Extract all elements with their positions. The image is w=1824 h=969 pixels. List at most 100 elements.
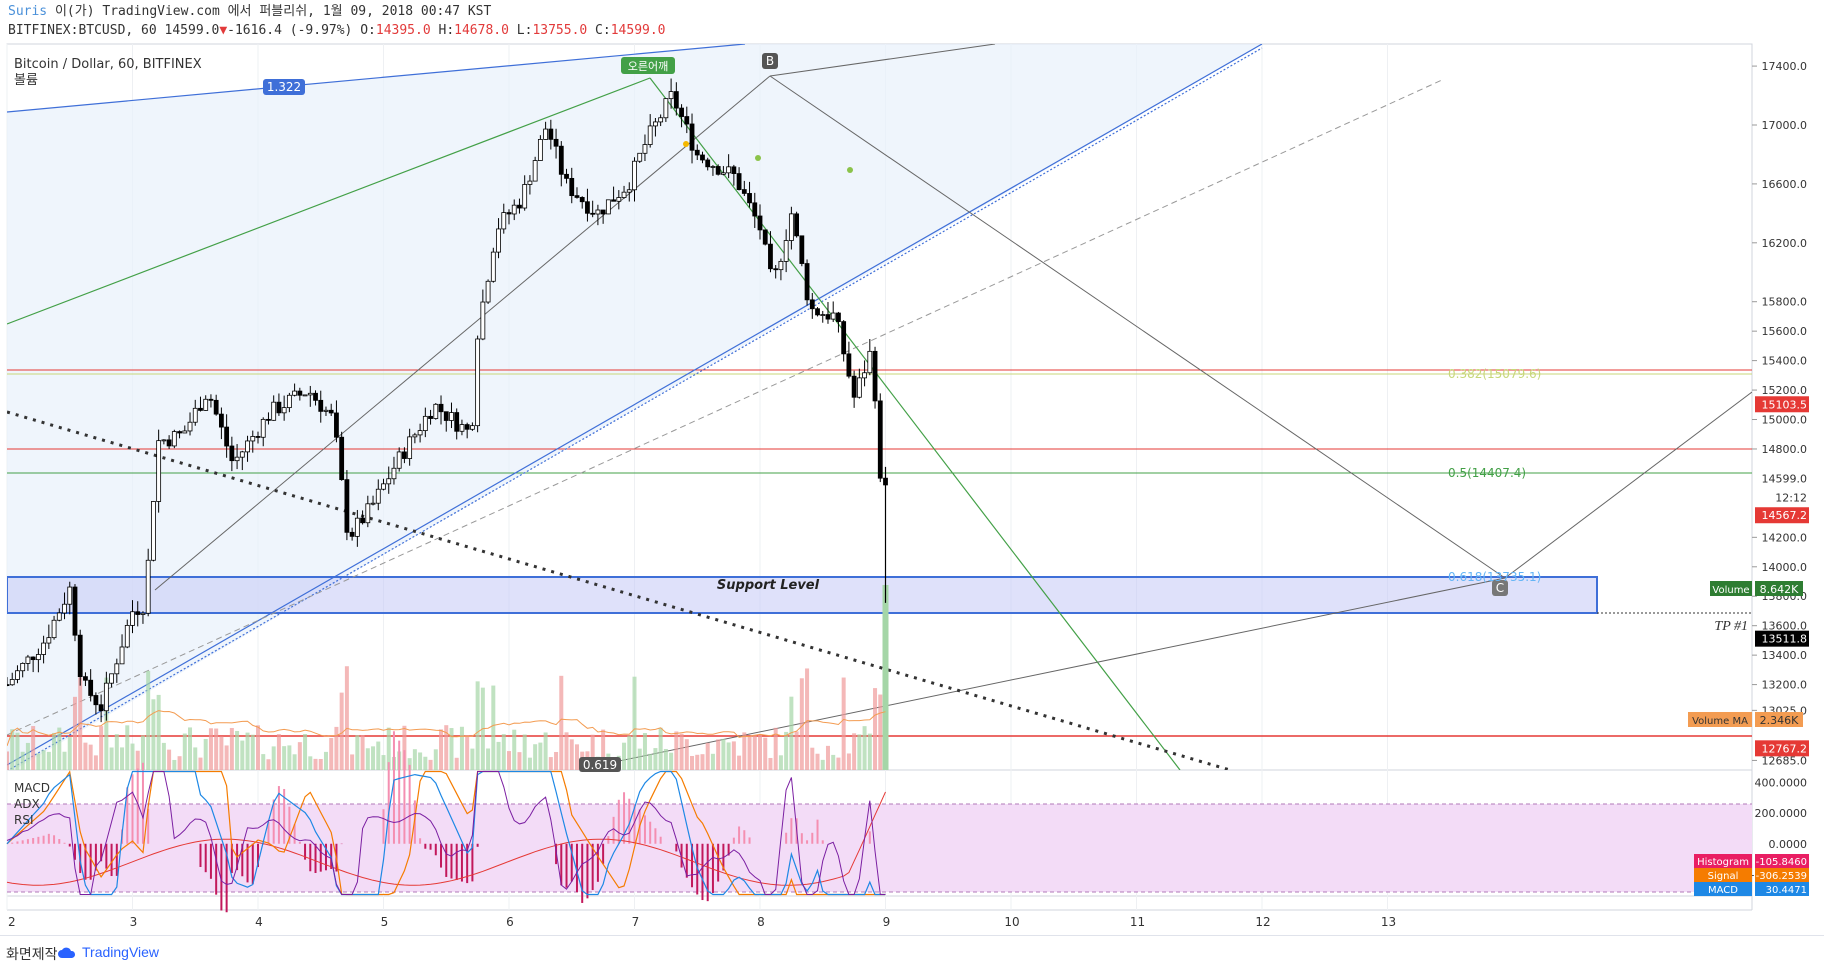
- volume-bar: [726, 742, 731, 770]
- candle-down: [600, 209, 606, 215]
- volume-bar: [632, 676, 637, 770]
- candle-up: [496, 228, 501, 253]
- candle-down: [564, 173, 569, 179]
- candle-down: [297, 390, 303, 396]
- volume-bar: [622, 742, 627, 770]
- volume-bar: [15, 732, 20, 770]
- volume-bar: [684, 739, 689, 770]
- macd-histogram: [11, 731, 871, 913]
- candle-up: [490, 251, 496, 282]
- candle-up: [67, 586, 73, 605]
- candle-up: [286, 394, 292, 409]
- candle-up: [726, 166, 732, 174]
- candle-down: [574, 195, 580, 198]
- time-tick-12: 12: [1255, 915, 1270, 929]
- candle-down: [443, 411, 449, 421]
- rising-shoulder-tag: [621, 57, 675, 74]
- volume-bar: [501, 734, 506, 770]
- candle-down: [553, 138, 559, 147]
- price-tick-label: 17000.0: [1762, 119, 1808, 132]
- tp-label: TP #1: [1714, 619, 1748, 634]
- high-label: H:: [430, 23, 455, 38]
- candle-up: [412, 434, 418, 438]
- candle-up: [239, 451, 245, 458]
- price-tick-label: 13200.0: [1762, 679, 1808, 692]
- volume-bar: [507, 751, 511, 770]
- volume-ma-line: [7, 710, 886, 747]
- candle-down: [349, 531, 355, 537]
- price-tick-label: 13600.0: [1762, 620, 1808, 633]
- candle-down: [7, 684, 10, 686]
- indicator-pane[interactable]: MACD ADX RSI: [6, 731, 1752, 913]
- candle-down: [705, 159, 711, 168]
- point-b-text: B: [766, 54, 774, 68]
- volume-bar: [250, 734, 255, 770]
- volume-value-text: 8.642K: [1760, 583, 1799, 596]
- volume-bar: [784, 731, 789, 770]
- tradingview-cloud-icon: [58, 947, 76, 958]
- volume-bar: [799, 678, 804, 770]
- volume-bar: [815, 753, 820, 770]
- volume-bar: [653, 748, 658, 770]
- candle-down: [825, 314, 831, 320]
- candle-up: [527, 180, 533, 185]
- candle-down: [318, 399, 324, 412]
- candle-up: [783, 240, 789, 262]
- volume-bar: [140, 735, 145, 770]
- tradingview-brand[interactable]: TradingView: [82, 944, 160, 960]
- volume-bar: [41, 750, 46, 770]
- volume-bar: [867, 733, 872, 770]
- price-tick-label: 15400.0: [1762, 355, 1808, 368]
- rsi-line: [6, 771, 886, 895]
- volume-bar: [344, 666, 349, 770]
- volume-bar: [742, 732, 747, 770]
- lower-blue-dotted: [7, 47, 1263, 770]
- volume-bar: [663, 748, 668, 770]
- volume-bar: [125, 725, 130, 770]
- candle-up: [161, 439, 167, 442]
- support-zone[interactable]: [7, 576, 1598, 614]
- volume-bar: [276, 734, 281, 770]
- candle-up: [140, 612, 146, 615]
- indicator-tick-label: 200.0000: [1755, 807, 1808, 820]
- candle-down: [757, 215, 763, 231]
- candle-up: [647, 125, 653, 145]
- candle-down: [715, 166, 721, 175]
- candle-up: [15, 670, 20, 680]
- candle-up: [867, 350, 873, 374]
- volume-bar: [214, 728, 219, 770]
- chart-canvas[interactable]: Bitcoin / Dollar, 60, BITFINEX 볼륨 1.322 …: [0, 0, 1824, 935]
- point-c-text: C: [1496, 581, 1504, 595]
- volume-bar: [836, 757, 841, 770]
- volume-bar: [57, 727, 62, 770]
- upper-gray-line: [769, 44, 996, 77]
- candle-up: [114, 663, 120, 675]
- volume-bar: [820, 759, 825, 770]
- adx-label: ADX: [14, 797, 40, 811]
- candle-down: [794, 213, 800, 237]
- price-badge-text: 15103.5: [1762, 398, 1808, 411]
- candle-down: [77, 634, 83, 678]
- candle-down: [799, 235, 805, 264]
- indicator-badge-label: [1694, 854, 1752, 868]
- volume-bar: [10, 729, 15, 770]
- volume-bar: [846, 753, 851, 770]
- legend-sub: 볼륨: [14, 73, 38, 88]
- publish-line: Suris 이(가) TradingView.com 에서 퍼블리쉬, 1월 0…: [8, 2, 666, 21]
- candle-up: [370, 502, 376, 505]
- candle-up: [407, 436, 413, 459]
- candle-down: [360, 517, 365, 524]
- candle-down: [255, 436, 261, 438]
- volume-bar: [156, 694, 161, 770]
- author-link[interactable]: Suris: [8, 4, 48, 19]
- volume-bar: [778, 755, 783, 770]
- candle-down: [83, 676, 88, 681]
- candle-down: [428, 415, 433, 419]
- price-badge: [1755, 507, 1809, 524]
- price-tick-label: 16600.0: [1762, 178, 1808, 191]
- volume-bar: [862, 726, 867, 770]
- candle-up: [260, 418, 266, 438]
- candle-up: [109, 673, 114, 684]
- candle-up: [595, 209, 601, 215]
- volume-bar: [825, 745, 830, 770]
